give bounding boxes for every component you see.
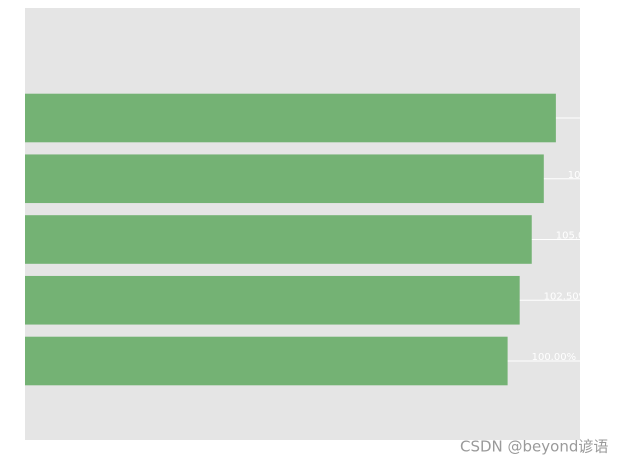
watermark: CSDN @beyond谚语	[460, 438, 608, 456]
value-labels: 100.00% 102.50% 105.00% 107.50% 110.00%	[532, 109, 625, 363]
bar	[25, 154, 544, 204]
bar	[25, 215, 532, 264]
bars	[25, 93, 556, 386]
value-label: 110.00%	[580, 109, 625, 120]
bar	[25, 275, 520, 325]
value-label: 100.00%	[532, 352, 577, 363]
value-label: 105.00%	[556, 231, 601, 242]
value-label: 102.50%	[544, 291, 589, 302]
bar	[25, 93, 556, 143]
value-label: 107.50%	[568, 170, 613, 181]
bar	[25, 336, 508, 386]
